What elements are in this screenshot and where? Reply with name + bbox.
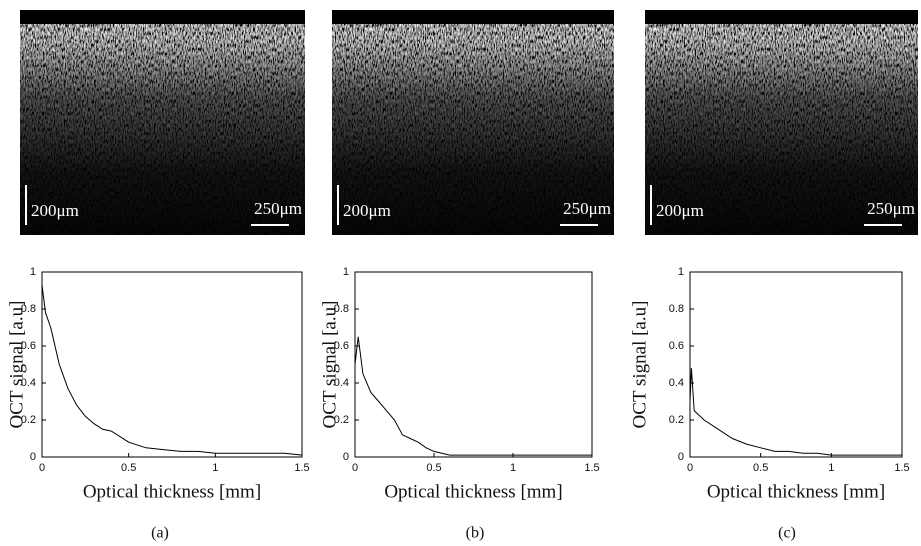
depth-fade (20, 24, 305, 235)
y-tick-label: 1 (30, 266, 36, 278)
y-tick-label: 0.6 (334, 340, 349, 352)
y-tick-label: 0 (678, 451, 684, 463)
x-tick-label: 0 (39, 462, 45, 474)
x-tick-label: 1 (212, 462, 218, 474)
scale-bar-label: 200μm (31, 201, 79, 220)
y-tick-label: 0.4 (669, 377, 684, 389)
y-tick-label: 1 (343, 266, 349, 278)
x-tick-label: 0.5 (121, 462, 136, 474)
y-tick-label: 0.2 (334, 414, 349, 426)
x-tick-label: 1.5 (584, 462, 599, 474)
panel-label: (a) (151, 525, 169, 542)
panel-label: (b) (466, 525, 485, 542)
scale-bar-label: 250μm (254, 199, 302, 218)
x-tick-label: 1.5 (294, 462, 309, 474)
y-tick-label: 1 (678, 266, 684, 278)
x-tick-label: 1 (510, 462, 516, 474)
signal-line (354, 336, 592, 456)
depth-fade (332, 24, 614, 235)
y-tick-label: 0.8 (334, 303, 349, 315)
x-tick-label: 1.5 (894, 462, 909, 474)
signal-line (689, 368, 902, 456)
axes-frame (354, 271, 593, 458)
scale-bar-label: 200μm (656, 201, 704, 220)
oct-image: 200μm 250μm (645, 10, 918, 235)
axes-frame (41, 271, 303, 458)
x-tick-label: 1 (828, 462, 834, 474)
scale-bar-label: 250μm (867, 199, 915, 218)
x-tick-label: 0.5 (753, 462, 768, 474)
y-tick-label: 0.4 (21, 377, 36, 389)
image-top (645, 10, 918, 24)
scale-bar-label: 250μm (563, 199, 611, 218)
image-top (332, 10, 614, 24)
depth-fade (645, 24, 918, 235)
x-tick-label: 0 (687, 462, 693, 474)
y-tick-label: 0.6 (21, 340, 36, 352)
y-tick-label: 0.2 (21, 414, 36, 426)
y-tick-label: 0.8 (669, 303, 684, 315)
panel-label: (c) (778, 525, 796, 542)
oct-image: 200μm 250μm (20, 10, 305, 235)
image-top (20, 10, 305, 24)
axes-frame (689, 271, 903, 458)
y-axis-label: OCT signal [a.u] (319, 301, 340, 429)
y-axis-label: OCT signal [a.u] (6, 301, 27, 429)
x-axis-label: Optical thickness [mm] (707, 481, 885, 502)
y-tick-label: 0 (30, 451, 36, 463)
x-tick-label: 0.5 (426, 462, 441, 474)
x-tick-label: 0 (352, 462, 358, 474)
signal-line (41, 284, 303, 456)
y-tick-label: 0.2 (669, 414, 684, 426)
x-axis-label: Optical thickness [mm] (83, 481, 261, 502)
y-axis-label: OCT signal [a.u] (629, 301, 650, 429)
y-tick-label: 0.8 (21, 303, 36, 315)
y-tick-label: 0.6 (669, 340, 684, 352)
y-tick-label: 0 (343, 451, 349, 463)
scale-bar-label: 200μm (343, 201, 391, 220)
x-axis-label: Optical thickness [mm] (384, 481, 562, 502)
y-tick-label: 0.4 (334, 377, 349, 389)
oct-image: 200μm 250μm (332, 10, 614, 235)
